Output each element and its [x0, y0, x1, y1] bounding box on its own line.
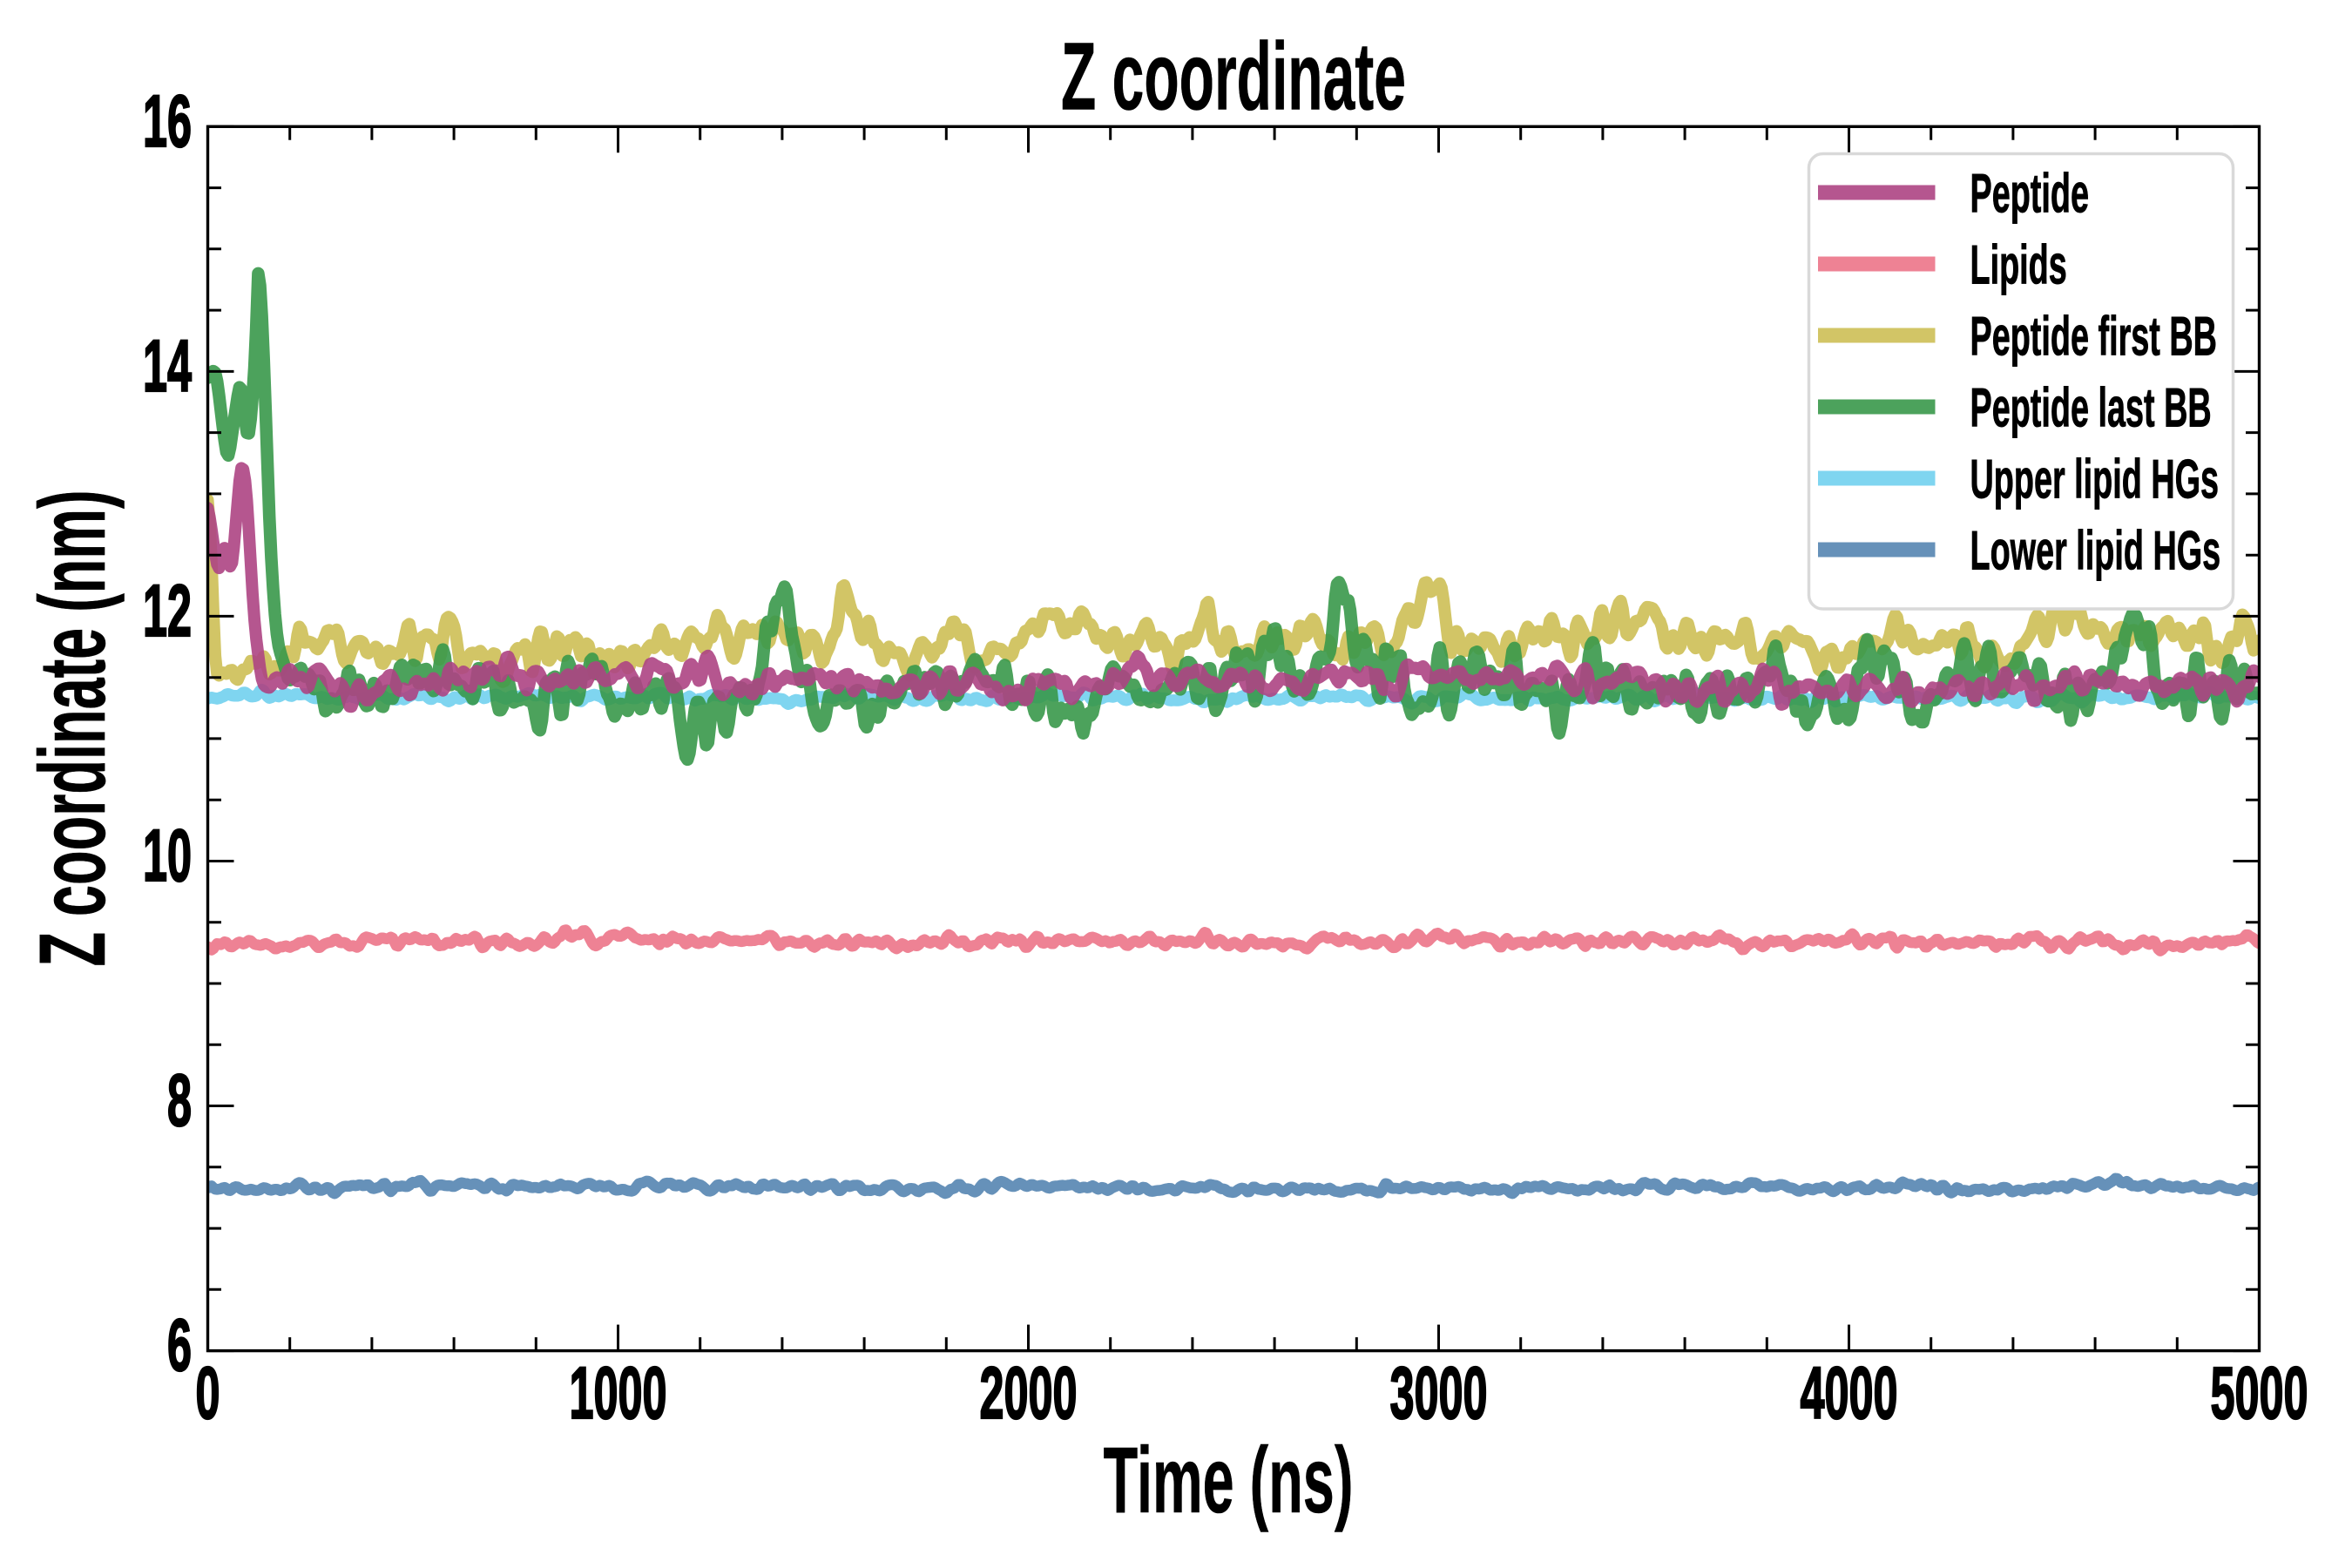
- svg-text:3000: 3000: [1389, 1352, 1487, 1435]
- svg-text:6: 6: [167, 1304, 192, 1387]
- svg-text:Upper lipid HGs: Upper lipid HGs: [1970, 449, 2220, 510]
- svg-text:4000: 4000: [1800, 1352, 1897, 1435]
- svg-text:Peptide: Peptide: [1970, 164, 2089, 225]
- svg-text:5000: 5000: [2210, 1352, 2308, 1435]
- svg-text:Lower lipid HGs: Lower lipid HGs: [1970, 521, 2221, 582]
- svg-text:12: 12: [143, 570, 192, 652]
- svg-text:Peptide first BB: Peptide first BB: [1970, 307, 2217, 368]
- svg-text:Z coordinate (nm): Z coordinate (nm): [19, 490, 125, 966]
- svg-text:16: 16: [143, 79, 192, 162]
- svg-text:Lipids: Lipids: [1970, 235, 2067, 296]
- svg-text:10: 10: [143, 814, 192, 897]
- svg-text:Z coordinate: Z coordinate: [1061, 24, 1406, 130]
- svg-text:14: 14: [143, 325, 192, 408]
- svg-text:2000: 2000: [979, 1352, 1077, 1435]
- svg-text:0: 0: [195, 1352, 220, 1435]
- svg-text:Time (ns): Time (ns): [1104, 1427, 1354, 1532]
- svg-text:Peptide last BB: Peptide last BB: [1970, 378, 2212, 439]
- svg-text:8: 8: [167, 1059, 192, 1142]
- svg-text:1000: 1000: [569, 1352, 666, 1435]
